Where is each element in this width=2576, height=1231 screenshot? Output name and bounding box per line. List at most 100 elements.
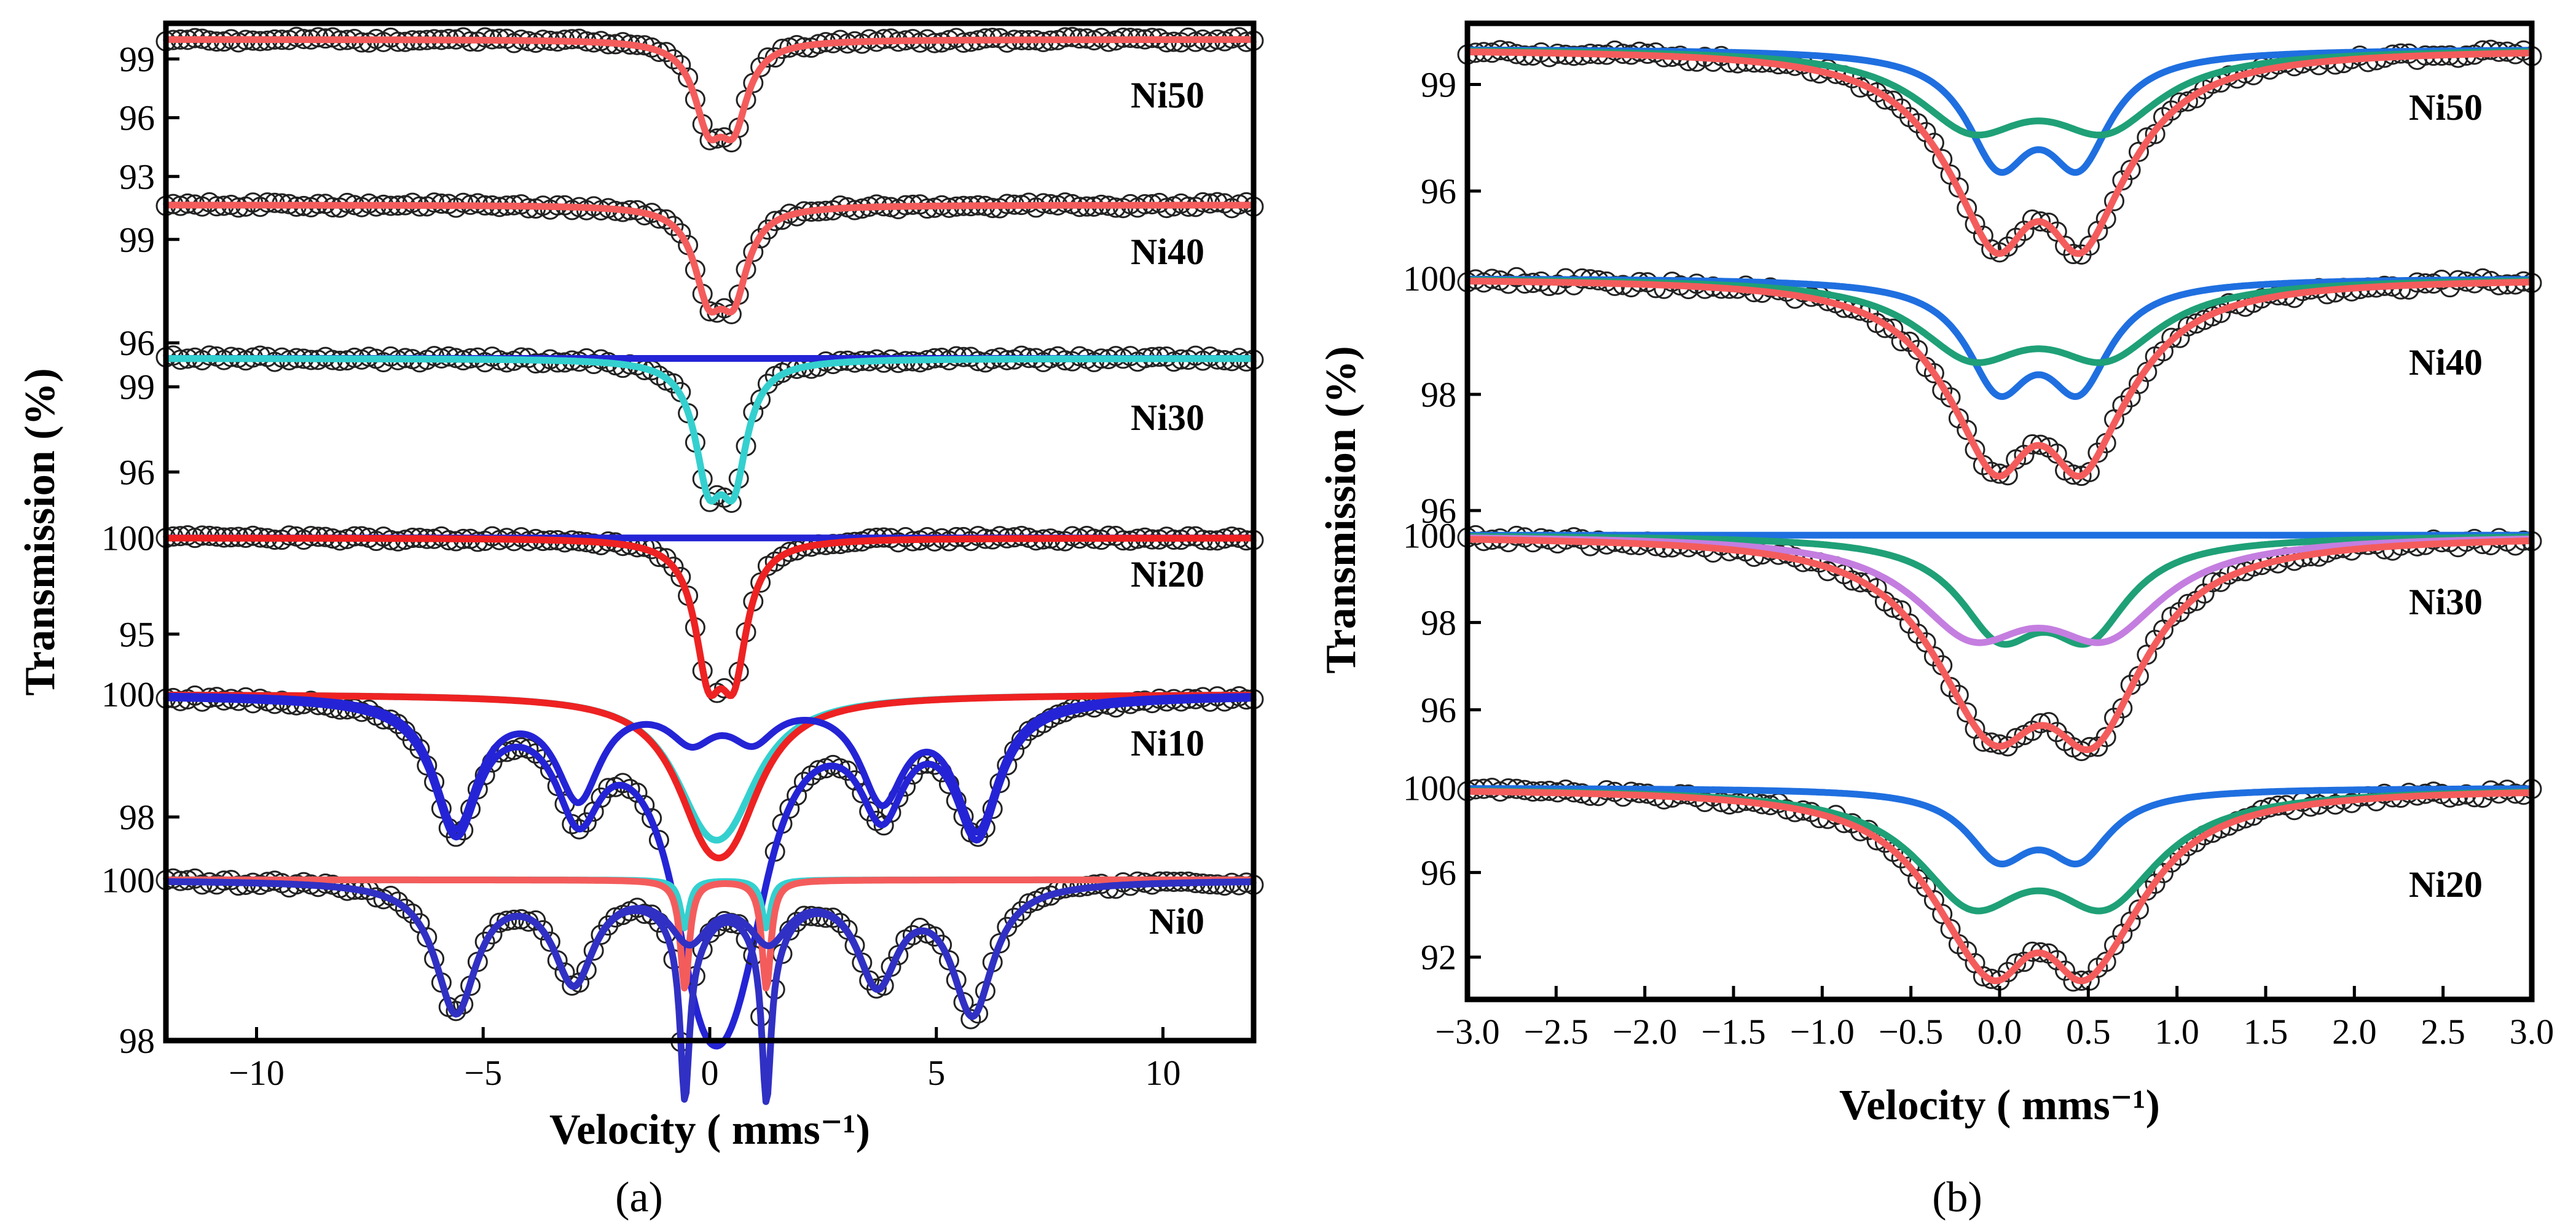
panel-b-label: (b) — [1932, 1174, 1982, 1221]
y-tick-label: 98 — [119, 1021, 155, 1061]
y-tick-label: 100 — [101, 674, 155, 714]
data-point — [721, 303, 742, 324]
y-tick-label: 96 — [1421, 853, 1456, 893]
strip-ni20: 100 96 92 Ni20 — [1403, 768, 2542, 992]
data-point — [663, 49, 684, 69]
data-point — [2014, 952, 2035, 972]
data-point — [787, 912, 807, 932]
data-point — [569, 819, 590, 840]
y-tick-label: 99 — [119, 39, 155, 79]
data-point — [634, 795, 655, 816]
sample-label: Ni20 — [1131, 554, 1204, 595]
x-tick-label: 1.0 — [2154, 1012, 2199, 1052]
x-tick-label: −1.5 — [1701, 1012, 1765, 1052]
component-curve-blue — [164, 692, 1255, 836]
y-tick-label: 100 — [1403, 259, 1456, 299]
y-tick-label: 98 — [1421, 375, 1456, 415]
data-point — [830, 913, 850, 934]
y-tick-label: 99 — [119, 367, 155, 407]
x-tick-label: 0.5 — [2066, 1012, 2111, 1052]
panel-a-label: (a) — [615, 1174, 663, 1221]
panel-a-x-axis: −10 −5 0 5 10 — [229, 1027, 1181, 1093]
fit-envelope-curve — [164, 878, 1255, 1105]
strip-ni50: 99 96 Ni50 — [1421, 39, 2542, 265]
data-point — [960, 1009, 981, 1030]
data-point — [2145, 873, 2166, 894]
data-point — [489, 912, 510, 933]
x-tick-label: −5 — [464, 1053, 502, 1093]
data-point — [1004, 907, 1025, 928]
y-tick-label: 99 — [1421, 65, 1456, 105]
y-tick-label: 100 — [101, 860, 155, 900]
x-tick-label: −10 — [229, 1053, 285, 1093]
fit-envelope-curve — [164, 534, 1255, 700]
data-point — [670, 55, 691, 76]
strip-ni30: 100 98 96 Ni30 — [1403, 515, 2542, 762]
data-point — [533, 920, 554, 941]
panel-b-x-axis-title: Velocity ( mms⁻¹) — [1839, 1082, 2160, 1129]
component-curve-deep_red — [164, 692, 1255, 862]
strip-ni40: 100 98 96 Ni40 — [1403, 259, 2542, 531]
data-point — [2177, 91, 2198, 112]
panel-a: 999693Ni509996Ni409996Ni3010095Ni2010098… — [17, 20, 1264, 1221]
data-point — [873, 815, 894, 836]
data-point — [1981, 239, 2002, 260]
y-tick-label: 96 — [119, 323, 155, 363]
component-curve-blue — [1466, 785, 2534, 867]
x-tick-label: −0.5 — [1879, 1012, 1943, 1052]
data-point — [1899, 613, 1920, 634]
panel-b-x-axis: −3.0 −2.5 −2.0 −1.5 −1.0 −0.5 0.0 0.5 1.0 1.5 2.0 2… — [1435, 986, 2554, 1052]
data-point — [764, 551, 785, 572]
sample-label: Ni10 — [1131, 723, 1204, 764]
panel-a-plot-area: 999693Ni509996Ni409996Ni3010095Ni2010098… — [101, 26, 1264, 1105]
data-point — [2153, 862, 2174, 883]
data-point — [2169, 601, 2190, 622]
x-tick-label: 1.5 — [2244, 1012, 2288, 1052]
data-point — [2014, 445, 2035, 466]
data-point — [2161, 327, 2182, 348]
data-point — [779, 798, 800, 819]
fit-envelope-curve — [1466, 536, 2534, 753]
data-point — [648, 547, 669, 568]
fit-envelope-curve — [1466, 787, 2534, 985]
data-point — [2046, 950, 2067, 971]
x-tick-label: 10 — [1145, 1053, 1181, 1093]
y-tick-label: 93 — [119, 157, 155, 197]
sample-label: Ni50 — [2409, 87, 2483, 128]
y-tick-label: 96 — [1421, 491, 1456, 531]
component-curve-red — [164, 876, 1255, 991]
x-tick-label: −1.0 — [1790, 1012, 1855, 1052]
data-point — [670, 223, 691, 244]
x-tick-label: 5 — [927, 1053, 945, 1093]
x-tick-label: −2.0 — [1612, 1012, 1677, 1052]
x-tick-label: −3.0 — [1435, 1012, 1499, 1052]
data-point — [1899, 331, 1920, 352]
x-tick-label: 3.0 — [2510, 1012, 2554, 1052]
data-point — [446, 1001, 466, 1022]
panel-a-x-axis-title: Velocity ( mms⁻¹) — [549, 1106, 870, 1154]
strip-ni0: 100 98 Ni0 — [101, 860, 1264, 1105]
sample-label: Ni0 — [1149, 901, 1204, 942]
sample-label: Ni30 — [2409, 582, 2483, 622]
data-point — [1932, 149, 1953, 170]
y-tick-label: 96 — [119, 452, 155, 492]
data-point — [663, 216, 684, 236]
x-tick-label: 2.0 — [2332, 1012, 2377, 1052]
data-point — [1883, 597, 1904, 618]
y-tick-label: 96 — [1421, 171, 1456, 211]
data-point — [2030, 713, 2051, 733]
x-tick-label: −2.5 — [1524, 1012, 1588, 1052]
data-point — [844, 935, 865, 956]
data-point — [1883, 90, 1904, 111]
data-point — [823, 907, 844, 928]
fit-envelope-curve — [164, 201, 1255, 316]
data-point — [1957, 420, 1977, 440]
strip-ni30: 99 96 Ni30 — [119, 345, 1264, 513]
data-point — [757, 373, 778, 394]
y-tick-label: 98 — [1421, 603, 1456, 643]
data-point — [2177, 593, 2198, 614]
data-point — [1907, 869, 1928, 889]
data-point — [540, 931, 560, 952]
y-tick-label: 99 — [119, 220, 155, 260]
